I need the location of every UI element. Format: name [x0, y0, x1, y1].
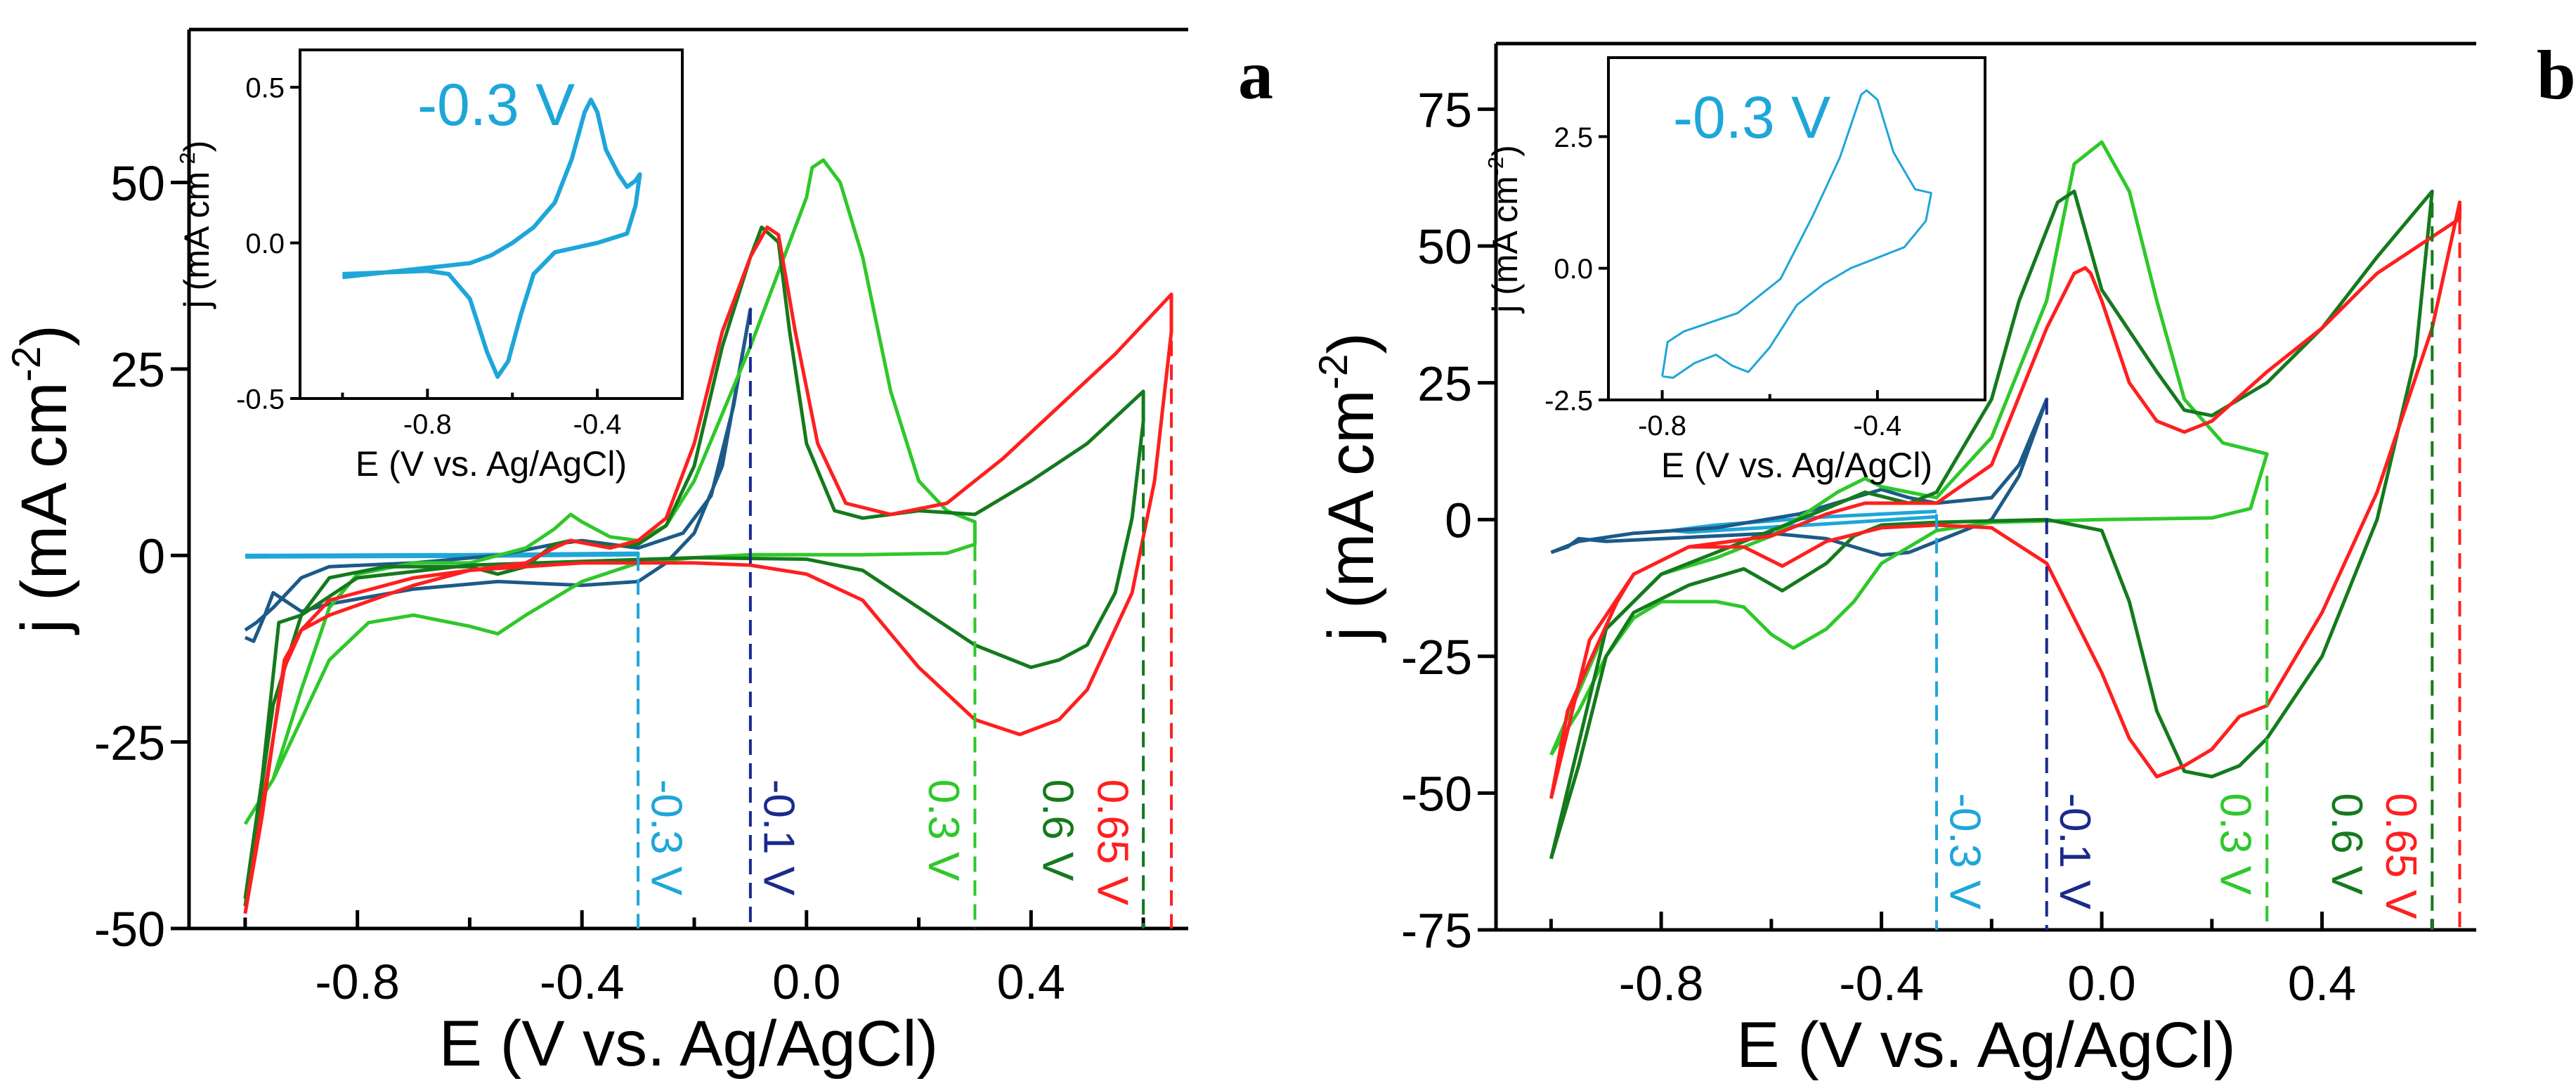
inset-frame — [299, 48, 684, 400]
y-tick-label: 25 — [1417, 356, 1472, 411]
y-axis-title-text: ) — [8, 325, 80, 347]
y-tick-label: -75 — [1401, 903, 1472, 958]
y-axis-title-text: j (mA cm — [1485, 176, 1525, 313]
x-tick-label: -0.4 — [573, 409, 622, 440]
x-tick-label: -0.4 — [1839, 956, 1924, 1011]
x-tick-label: 0.0 — [772, 954, 840, 1009]
y-tick-label: 25 — [110, 342, 165, 397]
x-tick-label: -0.8 — [403, 409, 452, 440]
x-axis-title: E (V vs. Ag/AgCl) — [439, 1008, 939, 1080]
y-axis-title-superscript: -2 — [175, 152, 200, 171]
switching-potential-label: -0.1 V — [754, 779, 802, 896]
y-axis-title-text: ) — [1315, 332, 1387, 354]
y-tick-label: -0.5 — [236, 384, 285, 415]
y-tick-label: -2.5 — [1544, 385, 1593, 416]
switching-potential-label: -0.1 V — [2050, 793, 2099, 910]
x-axis-title: E (V vs. Ag/AgCl) — [1661, 446, 1932, 485]
switching-potential-label: -0.3 V — [642, 779, 691, 896]
cv-curve-red — [243, 225, 1173, 914]
panel-label: b — [2537, 36, 2576, 114]
y-tick-label: -25 — [1401, 630, 1472, 685]
y-axis-title-superscript: -2 — [1311, 354, 1356, 390]
x-tick-label: -0.8 — [1638, 410, 1686, 441]
switching-potential-label: -0.3 V — [1940, 793, 1989, 910]
y-axis-title-text: j (mA cm — [8, 382, 80, 635]
y-tick-label: 0.0 — [1554, 254, 1593, 285]
cv-curve-steel — [244, 307, 753, 643]
y-tick-label: 2.5 — [1554, 122, 1593, 153]
y-tick-label: 0 — [138, 529, 165, 583]
y-axis-title: j (mA cm-2) — [4, 325, 80, 635]
y-axis-title: j (mA cm-2) — [1311, 332, 1387, 643]
x-axis-title: E (V vs. Ag/AgCl) — [1736, 1009, 2236, 1081]
y-tick-label: -50 — [94, 902, 165, 957]
cv-curve-red — [1549, 200, 2461, 799]
plot-area: -0.3 V -0.1 V 0.3 V 0.6 V 0.65 V — [1549, 140, 2461, 930]
x-tick-label: -0.8 — [1619, 956, 1704, 1011]
switching-potential-label: 0.3 V — [919, 779, 968, 881]
inset-title: -0.3 V — [417, 72, 575, 138]
cv-curve-green — [243, 225, 1145, 907]
y-axis-title: j (mA cm-2) — [175, 141, 216, 310]
inset: -0.8 -0.4 -2.5 0.0 2.5 E (V vs. Ag/AgCl) j (mA… — [1483, 56, 1986, 485]
x-tick-label: -0.8 — [315, 954, 400, 1009]
y-axis-title-text: j (mA cm — [1315, 389, 1387, 643]
y-axis-title-superscript: -2 — [4, 347, 49, 382]
inset-curve-cyan — [1661, 89, 1932, 379]
switching-potential-label: 0.6 V — [2322, 793, 2371, 895]
switching-potential-label: 0.3 V — [2211, 793, 2260, 895]
switching-potential-label: 0.6 V — [1034, 779, 1082, 881]
y-axis-title-text: ) — [1485, 145, 1525, 157]
inset-curve-cyan — [342, 97, 642, 379]
inset-frame — [1607, 56, 1986, 401]
cv-curve-lime — [243, 158, 977, 825]
switching-potential-label: 0.65 V — [1088, 779, 1137, 906]
y-tick-label: 0.5 — [245, 73, 285, 104]
y-tick-label: -25 — [94, 716, 165, 770]
cv-curve-cyan — [245, 551, 640, 559]
y-axis-title: j (mA cm-2) — [1483, 145, 1525, 314]
x-tick-label: 0.4 — [997, 954, 1065, 1009]
y-tick-label: 0 — [1445, 493, 1472, 548]
switching-potential-label: 0.65 V — [2376, 793, 2425, 919]
cv-curve-steel — [1550, 397, 2049, 557]
panel-b: -0.8 -0.4 0.0 0.4 -75 -50 -25 0 25 50 75 E (V vs. A… — [1311, 36, 2575, 1081]
x-tick-label: -0.4 — [1853, 410, 1901, 441]
x-tick-label: 0.4 — [2288, 956, 2356, 1011]
y-axis-title-text: ) — [177, 141, 216, 153]
x-tick-label: -0.4 — [540, 954, 625, 1009]
y-tick-label: 0.0 — [245, 228, 285, 259]
y-tick-label: -50 — [1401, 767, 1472, 822]
y-tick-label: 50 — [110, 156, 165, 211]
x-tick-label: 0.0 — [2067, 956, 2135, 1011]
inset: -0.8 -0.4 -0.5 0.0 0.5 E (V vs. Ag/AgCl) j (mA… — [175, 48, 684, 484]
cv-curve-lime — [1549, 140, 2269, 756]
y-axis-title-superscript: -2 — [1483, 157, 1508, 176]
y-tick-label: 50 — [1417, 219, 1472, 274]
y-tick-label: 75 — [1417, 83, 1472, 138]
panel-a: -0.8 -0.4 0.0 0.4 -50 -25 0 25 50 E (V vs. Ag/AgC… — [4, 27, 1273, 1080]
inset-title: -0.3 V — [1673, 84, 1830, 150]
plot-area: -0.3 V -0.1 V 0.3 V 0.6 V 0.65 V — [243, 158, 1173, 928]
panel-label: a — [1238, 36, 1273, 114]
y-axis-title-text: j (mA cm — [177, 171, 216, 309]
x-axis-title: E (V vs. Ag/AgCl) — [356, 444, 627, 484]
